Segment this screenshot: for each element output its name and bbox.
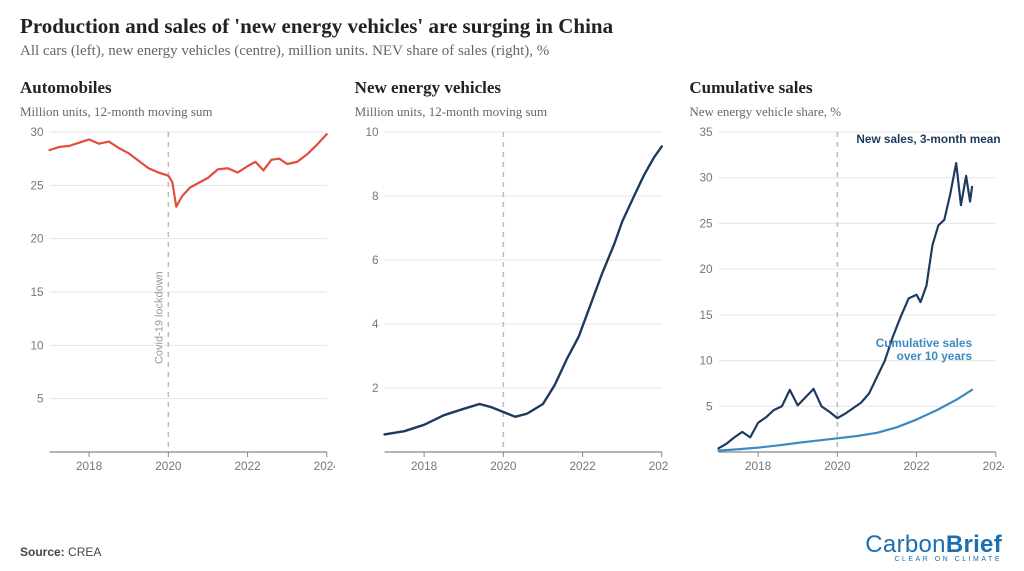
svg-text:15: 15 [700,308,713,322]
panel-title: New energy vehicles [355,78,670,98]
svg-text:2022: 2022 [234,459,261,473]
chart-page: Production and sales of 'new energy vehi… [0,0,1024,571]
series-label-cumulative-10y: Cumulative sales [876,336,973,350]
svg-text:20: 20 [30,232,43,246]
series-nev [384,146,661,434]
brand-bold: Brief [946,531,1002,558]
svg-text:10: 10 [700,353,713,367]
svg-text:2024: 2024 [648,459,669,473]
series-label-cumulative-10y: over 10 years [897,349,973,363]
panel-title: Automobiles [20,78,335,98]
svg-text:30: 30 [700,171,713,185]
plot-svg: 2 4 6 8 10 2018 2020 2022 2024 [355,126,670,486]
series-label-new-sales-3m: New sales, 3-month mean [857,132,1001,146]
panel-auto: Automobiles Million units, 12-month movin… [20,78,335,486]
source-value: CREA [68,545,101,559]
svg-text:2018: 2018 [745,459,772,473]
source-footer: Source: CREA [20,545,101,559]
svg-text:6: 6 [372,253,379,267]
svg-text:2022: 2022 [904,459,931,473]
plot-svg: 5 10 15 20 25 30 Covid-19 lockdown 2018 2020 2022… [20,126,335,486]
brand-wordmark: CarbonBrief [865,531,1002,559]
svg-text:10: 10 [30,338,43,352]
subtitle: All cars (left), new energy vehicles (ce… [20,43,1004,60]
svg-text:2: 2 [372,381,379,395]
svg-text:20: 20 [700,262,713,276]
series-automobiles [50,134,327,207]
svg-text:5: 5 [706,399,713,413]
main-title: Production and sales of 'new energy vehi… [20,14,1004,39]
svg-text:2024: 2024 [983,459,1004,473]
svg-text:10: 10 [365,126,378,139]
series-new-sales-3m [719,163,973,448]
panel-subtitle: New energy vehicle share, % [689,104,1004,120]
panel-share: Cumulative sales New energy vehicle share… [689,78,1004,486]
plot-svg: 5 10 15 20 25 30 35 2018 2020 2022 2024 New sales, … [689,126,1004,486]
svg-text:30: 30 [30,126,43,139]
svg-text:2018: 2018 [76,459,103,473]
svg-text:2020: 2020 [825,459,852,473]
svg-text:35: 35 [700,126,713,139]
svg-text:8: 8 [372,189,379,203]
covid-lockdown-label: Covid-19 lockdown [154,271,166,364]
svg-text:25: 25 [30,178,43,192]
svg-text:2018: 2018 [411,459,438,473]
brand-logo: CarbonBrief CLEAR ON CLIMATE [865,531,1002,563]
panel-title: Cumulative sales [689,78,1004,98]
svg-text:2022: 2022 [569,459,596,473]
source-label: Source: [20,545,65,559]
panel-nev: New energy vehicles Million units, 12-mon… [355,78,670,486]
panel-subtitle: Million units, 12-month moving sum [355,104,670,120]
svg-text:4: 4 [372,317,379,331]
svg-text:2020: 2020 [155,459,182,473]
panels-row: Automobiles Million units, 12-month movin… [20,78,1004,486]
svg-text:2024: 2024 [314,459,335,473]
series-cumulative-10y [719,390,973,451]
svg-text:25: 25 [700,216,713,230]
panel-subtitle: Million units, 12-month moving sum [20,104,335,120]
svg-text:5: 5 [37,392,44,406]
svg-text:2020: 2020 [490,459,517,473]
svg-text:15: 15 [30,285,43,299]
brand-light: Carbon [865,531,946,558]
